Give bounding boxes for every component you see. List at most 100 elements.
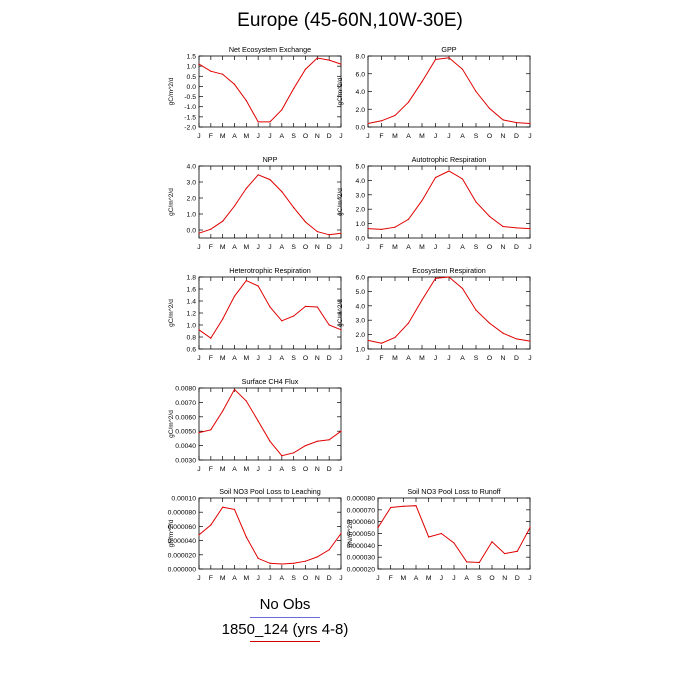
y-tick-label: 0.0060 <box>175 414 196 421</box>
data-point <box>488 107 491 109</box>
x-tick-label: O <box>303 575 308 582</box>
x-tick-label: J <box>366 244 369 251</box>
x-tick-label: J <box>268 133 271 140</box>
data-point <box>461 178 464 180</box>
data-point <box>210 429 212 431</box>
data-point <box>328 234 330 236</box>
panel-9: Soil NO3 Pool Loss to RunoffgN/m^2/d0.00… <box>347 487 532 582</box>
data-point <box>466 561 468 563</box>
data-point <box>293 207 295 209</box>
y-tick-label: 0.000020 <box>347 567 376 574</box>
data-point <box>448 57 450 59</box>
data-point <box>475 309 477 311</box>
panel-4: Autotrophic Respiration gC/m^2/d 5.0 4.0 3.0… <box>337 155 532 251</box>
series-line <box>367 276 531 344</box>
x-tick-label: O <box>303 355 308 362</box>
x-tick-label: J <box>256 355 259 362</box>
x-tick-label: J <box>452 575 455 582</box>
x-tick-label: A <box>280 355 285 362</box>
panel-title: Surface CH4 Flux <box>242 377 299 386</box>
data-point <box>245 536 247 538</box>
x-tick-label: F <box>209 244 213 251</box>
data-point <box>269 440 271 442</box>
x-tick-label: S <box>477 575 482 582</box>
y-tick-label: 0.000000 <box>168 567 197 574</box>
y-tick-label: 0.000030 <box>347 555 376 562</box>
data-point <box>316 57 318 59</box>
x-tick-label: J <box>440 575 443 582</box>
x-tick-label: M <box>243 466 249 473</box>
x-tick-label: F <box>379 355 383 362</box>
y-tick-label: 0.000080 <box>347 496 376 503</box>
x-tick-label: A <box>460 355 465 362</box>
y-tick-label: 2.0 <box>356 207 366 214</box>
series-line <box>367 57 531 124</box>
data-point <box>415 505 417 507</box>
data-point <box>269 562 271 564</box>
x-tick-label: D <box>327 575 332 582</box>
x-tick-label: O <box>303 244 308 251</box>
data-point <box>340 232 342 234</box>
plot-frame <box>198 55 342 128</box>
data-point <box>515 121 518 124</box>
x-tick-label: J <box>339 244 342 251</box>
data-point <box>515 338 518 340</box>
panel-title: Soil NO3 Pool Loss to Leaching <box>219 487 321 496</box>
x-tick-label: D <box>514 133 519 140</box>
x-tick-label: N <box>315 466 320 473</box>
y-tick-label: 1.6 <box>187 287 197 294</box>
panel-title: NPP <box>263 155 278 164</box>
data-point <box>210 228 212 230</box>
y-axis-label: gN/m^2/d <box>168 519 175 547</box>
x-tick-label: N <box>315 133 320 140</box>
data-point <box>515 227 518 229</box>
x-tick-label: N <box>501 244 506 251</box>
x-tick-label: J <box>268 355 271 362</box>
data-point <box>269 179 271 181</box>
data-point <box>293 562 295 564</box>
data-point <box>233 205 236 207</box>
data-point <box>245 400 247 402</box>
data-point <box>461 287 464 290</box>
x-tick-label: J <box>447 355 450 362</box>
x-tick-label: D <box>514 244 519 251</box>
data-point <box>421 199 423 202</box>
y-axis-label: gC/m^2/d <box>337 299 344 327</box>
data-point <box>407 218 410 220</box>
data-point <box>316 556 318 558</box>
data-point <box>210 70 212 72</box>
data-point <box>394 114 396 117</box>
series-line <box>367 170 531 230</box>
y-tick-label: 0.000060 <box>347 519 376 526</box>
x-tick-label: A <box>280 133 285 140</box>
data-point <box>421 81 423 83</box>
panel-1: Net Ecosystem Exchange gC/m^2/d 1.5 1.0 0.5 0… <box>168 45 343 140</box>
data-point <box>488 322 491 324</box>
y-tick-label: 0.000080 <box>168 510 197 517</box>
y-tick-label: 4.0 <box>187 164 197 171</box>
y-tick-label: 0.0080 <box>175 386 196 393</box>
panel-8: Soil NO3 Pool Loss to LeachinggN/m^2/d0.… <box>168 487 343 582</box>
x-tick-label: J <box>528 355 531 362</box>
x-tick-label: N <box>502 575 507 582</box>
series-line <box>198 279 342 339</box>
y-tick-label: -2.0 <box>184 125 196 132</box>
data-point <box>434 176 437 179</box>
x-tick-label: D <box>515 575 520 582</box>
data-point <box>402 505 404 507</box>
data-point <box>281 320 283 322</box>
data-point <box>340 430 342 432</box>
series-line <box>198 57 342 123</box>
x-tick-label: A <box>406 133 411 140</box>
x-tick-label: O <box>489 575 494 582</box>
y-tick-label: 0.000070 <box>347 507 376 514</box>
x-tick-label: F <box>379 244 383 251</box>
y-tick-label: 0.000060 <box>168 524 197 531</box>
x-tick-label: M <box>220 244 226 251</box>
data-point <box>529 340 531 342</box>
data-point <box>257 174 259 176</box>
x-tick-label: A <box>232 244 237 251</box>
x-tick-label: J <box>256 575 259 582</box>
data-point <box>210 337 212 339</box>
